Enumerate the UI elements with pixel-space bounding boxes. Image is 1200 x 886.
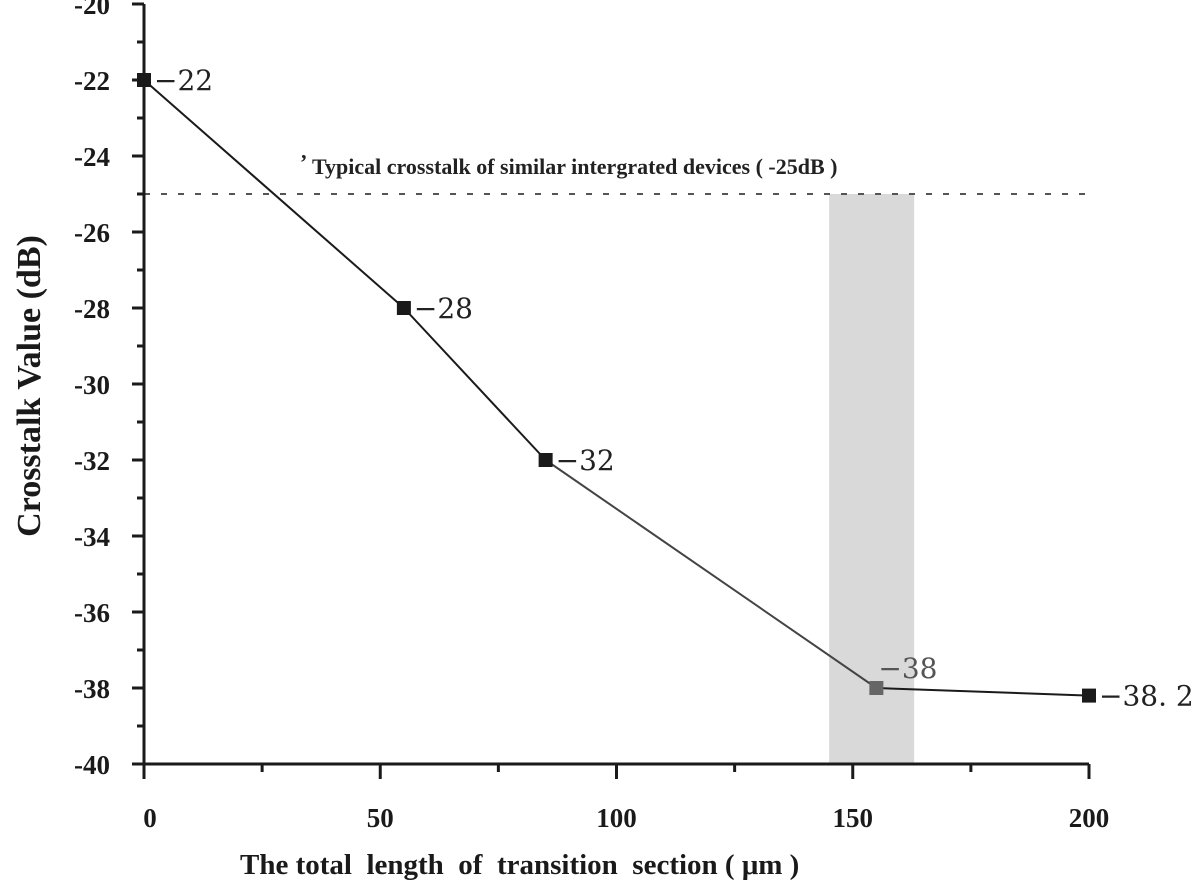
data-point-marker <box>538 453 553 467</box>
data-point-label: −32 <box>556 444 615 477</box>
series-line-segment <box>403 307 547 461</box>
y-tick-label: -22 <box>74 66 110 96</box>
data-point-label: −38 <box>878 652 937 685</box>
x-tick-label: 50 <box>367 803 394 833</box>
series-line-segment <box>143 79 405 309</box>
series-line-segment <box>876 687 1090 697</box>
highlight-band <box>829 194 915 764</box>
y-tick-label: -36 <box>74 598 110 628</box>
series-line-segment <box>545 459 877 689</box>
data-point-label: −22 <box>154 64 213 97</box>
data-series: −22 −28 −32 −38 −38. 2 <box>137 64 1194 713</box>
x-tick-label: 150 <box>833 803 874 833</box>
x-tick-label: 0 <box>143 803 157 833</box>
y-tick-label: -32 <box>74 446 110 476</box>
y-tick-label: -20 <box>74 0 110 20</box>
y-tick-label: -26 <box>74 218 110 248</box>
data-point-label: −28 <box>414 292 473 325</box>
data-point-marker <box>396 301 411 315</box>
y-tick-label: -30 <box>74 370 110 400</box>
data-point-marker <box>869 681 884 695</box>
y-tick-label: -34 <box>74 522 110 552</box>
x-tick-label: 100 <box>596 803 637 833</box>
reference-label-marker: ʼ <box>300 150 307 175</box>
y-axis-title: Crosstalk Value (dB) <box>11 235 48 537</box>
axes: -20 -22 -24 -26 -28 -30 -32 -34 -36 -38 -40 0 50 100 1… <box>74 0 1109 833</box>
data-point-marker <box>137 73 151 87</box>
reference-line-label: Typical crosstalk of similar intergrated… <box>312 154 838 179</box>
x-axis-title: The total length of transition section (… <box>240 849 799 881</box>
y-tick-label: -28 <box>74 294 110 324</box>
data-point-label: −38. 2 <box>1099 680 1194 713</box>
y-tick-label: -40 <box>74 750 110 780</box>
x-tick-label: 200 <box>1069 803 1110 833</box>
shaded-region <box>829 194 915 764</box>
y-tick-label: -38 <box>74 674 110 704</box>
y-tick-label: -24 <box>74 142 110 172</box>
data-point-marker <box>1082 688 1096 703</box>
